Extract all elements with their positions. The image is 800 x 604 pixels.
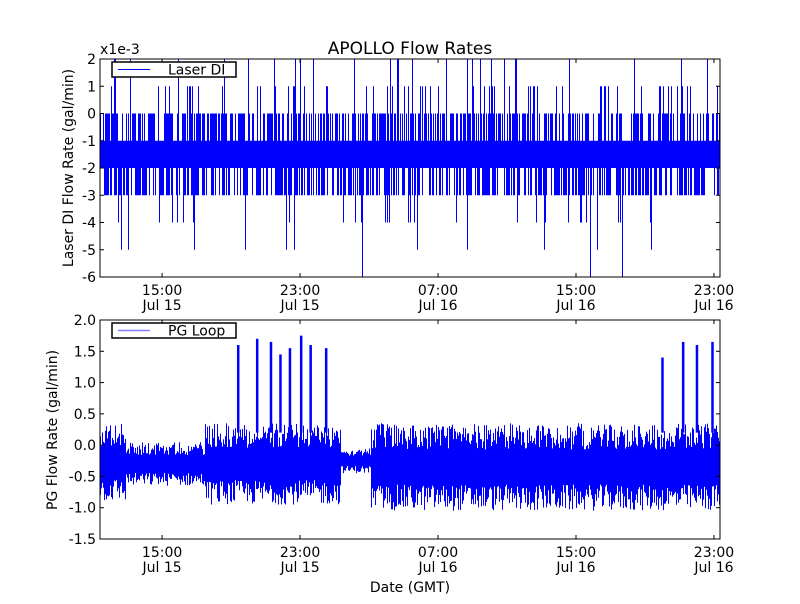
x-tick-label-date: Jul 16: [417, 298, 457, 314]
axes-frame: [99, 319, 721, 540]
y-tick-label: -1.5: [69, 532, 96, 548]
y-tick-label: 1.5: [74, 344, 96, 360]
top-ylabel: Laser DI Flow Rate (gal/min): [61, 69, 77, 267]
spike-mark: [711, 341, 714, 433]
spike-mark: [681, 341, 685, 433]
series-laser-di: [100, 59, 720, 277]
x-tick-label-time: 23:00: [694, 283, 734, 299]
x-tick-label-time: 15:00: [556, 545, 596, 561]
chart-title: APOLLO Flow Rates: [328, 39, 493, 59]
spike-mark: [695, 345, 699, 433]
series-pg-loop: [100, 335, 720, 511]
x-tick-label-date: Jul 15: [279, 298, 319, 314]
x-tick-label-date: Jul 16: [555, 298, 595, 314]
x-tick-label-date: Jul 15: [279, 560, 319, 576]
y-tick-label: 1: [87, 79, 96, 95]
x-tick-label-date: Jul 15: [142, 298, 182, 314]
bottom-xlabel: Date (GMT): [370, 580, 450, 596]
spike-mark: [288, 348, 292, 433]
spike-mark: [309, 345, 312, 433]
x-tick-label-time: 15:00: [556, 283, 596, 299]
y-tick-label: -0.5: [69, 469, 96, 485]
spike-mark: [324, 348, 328, 433]
spike-mark: [279, 354, 282, 433]
x-tick-label-date: Jul 15: [142, 560, 182, 576]
y-tick-label: -6: [82, 270, 96, 286]
spike-mark: [255, 338, 259, 433]
x-tick-label-time: 07:00: [418, 545, 458, 561]
spike-mark: [236, 345, 240, 433]
x-tick-label-date: Jul 16: [693, 560, 733, 576]
x-tick-label-time: 15:00: [142, 283, 182, 299]
y-tick-label: -1.0: [69, 501, 96, 517]
y-tick-label: -5: [82, 243, 96, 259]
x-tick-label-date: Jul 16: [555, 560, 595, 576]
x-tick-label-time: 23:00: [280, 283, 320, 299]
spike-mark: [299, 335, 303, 433]
y-tick-label: -4: [82, 216, 96, 232]
y-tick-label: 2.0: [74, 313, 96, 329]
y-tick-label: 0.5: [74, 407, 96, 423]
legend: Laser DI: [111, 61, 237, 79]
y-tick-label: 1.0: [74, 376, 96, 392]
y-scale-label: x1e-3: [100, 42, 140, 58]
legend-label: Laser DI: [168, 63, 225, 79]
y-tick-label: 0.0: [74, 438, 96, 454]
y-tick-label: 2: [87, 52, 96, 68]
x-tick-label-time: 07:00: [418, 283, 458, 299]
y-tick-label: 0: [87, 107, 96, 123]
x-tick-label-time: 15:00: [142, 545, 182, 561]
legend: PG Loop: [111, 322, 237, 340]
legend-label: PG Loop: [168, 324, 225, 340]
legend-box: [111, 61, 237, 78]
x-tick-label-time: 23:00: [280, 545, 320, 561]
spike-mark: [661, 357, 664, 433]
legend-box: [111, 322, 237, 339]
bottom-ylabel: PG Flow Rate (gal/min): [45, 350, 61, 510]
y-tick-label: -3: [82, 188, 96, 204]
x-tick-label-date: Jul 16: [417, 560, 457, 576]
spike-mark: [269, 341, 273, 433]
y-tick-label: -1: [82, 134, 96, 150]
x-tick-label-time: 23:00: [694, 545, 734, 561]
y-tick-label: -2: [82, 161, 96, 177]
x-tick-label-date: Jul 16: [693, 298, 733, 314]
